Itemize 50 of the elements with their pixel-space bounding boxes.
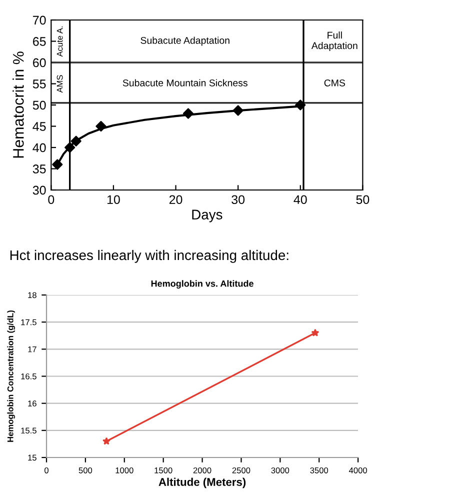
annotation: Acute A.	[56, 26, 63, 57]
point	[96, 120, 106, 132]
annotation: AMS	[56, 75, 63, 93]
point	[52, 159, 63, 170]
y-axis-title: Hemoglobin Concentration (g/dL)	[7, 310, 16, 442]
y-tick-label: 30	[32, 186, 46, 195]
y-tick-label: 17	[28, 346, 36, 352]
y-tick-label: 15	[28, 454, 36, 461]
y-tick-label: 55	[32, 80, 46, 88]
x-tick-label: 4000	[348, 467, 367, 474]
point	[295, 100, 306, 110]
y-tick-label: 17.5	[21, 319, 36, 326]
y-tick-label: 18	[28, 292, 36, 298]
y-tick-label: 60	[33, 58, 46, 68]
y-tick-label: 70	[33, 16, 46, 25]
point	[64, 142, 76, 153]
x-tick-label: 3500	[310, 467, 328, 474]
y-tick-label: 40	[32, 143, 46, 152]
x-tick-label: 0	[44, 467, 48, 474]
y-tick-label: 15.5	[21, 428, 36, 434]
y-tick-label: 50	[32, 100, 46, 110]
x-tick-label: 500	[78, 467, 92, 474]
x-tick-label: 2000	[193, 467, 212, 474]
y-axis-title: Hematocrit in %	[12, 52, 24, 158]
y-tick-label: 16	[28, 400, 36, 406]
chart-title: Hemoglobin vs. Altitude	[151, 280, 254, 289]
point	[70, 136, 82, 146]
annotation: CMS	[324, 79, 346, 86]
annotation: Subacute Adaptation	[140, 36, 230, 46]
point	[182, 108, 194, 119]
point	[232, 105, 244, 116]
annotation: Subacute Mountain Sickness	[122, 79, 248, 86]
x-tick-label: 30	[232, 195, 245, 204]
x-tick-label: 50	[356, 195, 370, 204]
y-tick-label: 65	[33, 37, 46, 46]
y-tick-label: 45	[32, 122, 46, 131]
x-tick-label: 20	[169, 195, 182, 204]
x-axis-title: Altitude (Meters)	[158, 478, 246, 488]
y-tick-label: 35	[32, 164, 46, 174]
x-axis-title: Days	[192, 210, 222, 222]
annotation: Full Adaptation	[311, 31, 358, 52]
x-tick-label: 10	[107, 195, 120, 204]
y-tick-label: 16.5	[21, 373, 36, 380]
x-tick-label: 1500	[154, 467, 172, 474]
x-tick-label: 0	[48, 195, 54, 204]
x-tick-label: 40	[294, 195, 307, 204]
chart-subtitle: Hct increases linearly with increasing altitude:	[10, 250, 288, 263]
x-tick-label: 1000	[116, 467, 134, 474]
x-tick-label: 2500	[232, 467, 250, 474]
x-tick-label: 3000	[271, 467, 290, 474]
